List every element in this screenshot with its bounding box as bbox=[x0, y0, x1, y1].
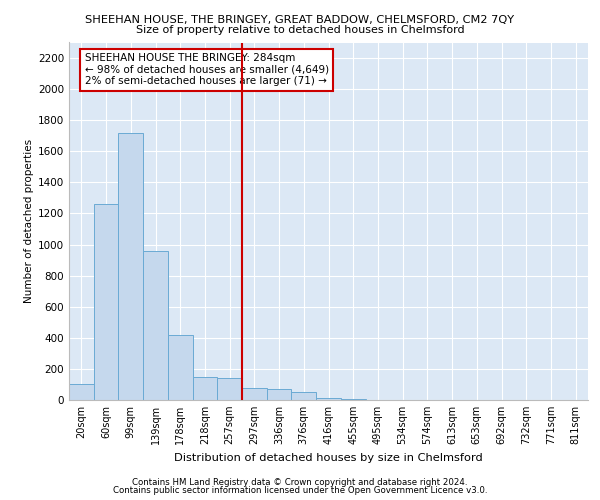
Bar bbox=[341, 399, 365, 400]
X-axis label: Distribution of detached houses by size in Chelmsford: Distribution of detached houses by size … bbox=[174, 452, 483, 462]
Bar bbox=[168, 334, 193, 400]
Bar bbox=[118, 132, 143, 400]
Text: Size of property relative to detached houses in Chelmsford: Size of property relative to detached ho… bbox=[136, 25, 464, 35]
Bar bbox=[217, 378, 242, 400]
Bar bbox=[267, 389, 292, 400]
Bar bbox=[143, 251, 168, 400]
Text: SHEEHAN HOUSE THE BRINGEY: 284sqm
← 98% of detached houses are smaller (4,649)
2: SHEEHAN HOUSE THE BRINGEY: 284sqm ← 98% … bbox=[85, 53, 329, 86]
Bar bbox=[94, 204, 118, 400]
Y-axis label: Number of detached properties: Number of detached properties bbox=[24, 139, 34, 304]
Bar bbox=[69, 384, 94, 400]
Text: Contains public sector information licensed under the Open Government Licence v3: Contains public sector information licen… bbox=[113, 486, 487, 495]
Text: SHEEHAN HOUSE, THE BRINGEY, GREAT BADDOW, CHELMSFORD, CM2 7QY: SHEEHAN HOUSE, THE BRINGEY, GREAT BADDOW… bbox=[85, 15, 515, 25]
Bar bbox=[316, 398, 341, 400]
Text: Contains HM Land Registry data © Crown copyright and database right 2024.: Contains HM Land Registry data © Crown c… bbox=[132, 478, 468, 487]
Bar bbox=[242, 388, 267, 400]
Bar bbox=[193, 378, 217, 400]
Bar bbox=[292, 392, 316, 400]
